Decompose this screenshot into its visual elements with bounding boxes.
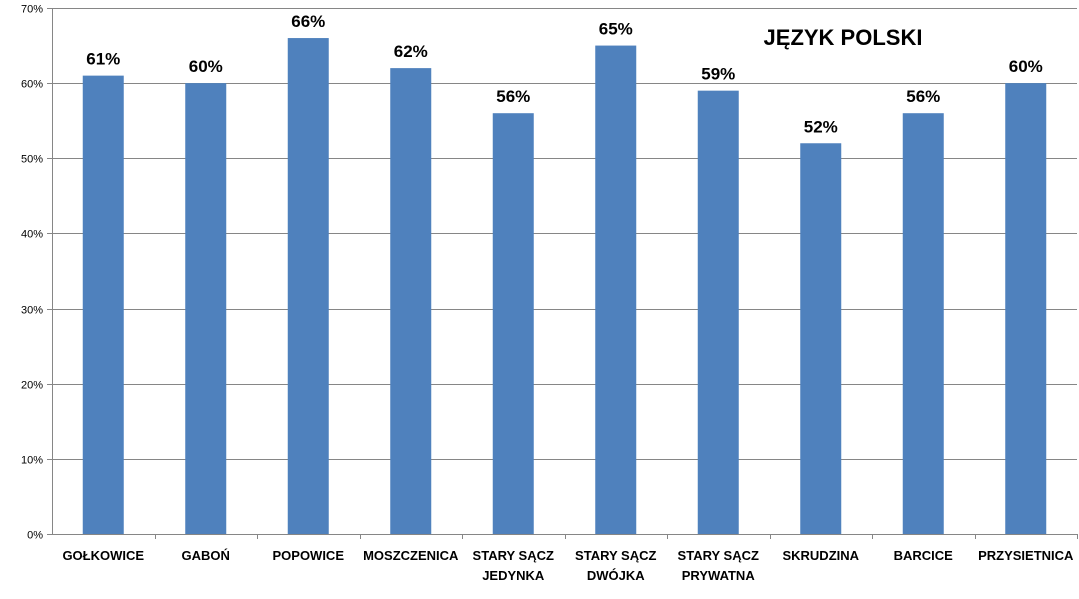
category-label: PRYWATNA [682, 568, 756, 583]
data-labels: 61% 60% 66% 62% 56% 65% 59% 52% 56% 60% [86, 12, 1043, 136]
data-label: 60% [189, 57, 223, 76]
y-tick-labels: 0% 10% 20% 30% 40% 50% 60% 70% [21, 4, 43, 542]
data-label: 61% [86, 50, 120, 69]
data-label: 66% [291, 12, 325, 31]
y-tick-label: 30% [21, 305, 43, 317]
category-label: POPOWICE [272, 548, 344, 563]
y-tick-label: 40% [21, 229, 43, 241]
category-label: BARCICE [894, 548, 954, 563]
data-label: 60% [1009, 57, 1043, 76]
bar [595, 45, 637, 534]
bar [492, 113, 534, 534]
category-label: GABOŃ [182, 548, 230, 563]
category-label: STARY SĄCZ [473, 548, 554, 563]
bar [697, 90, 739, 535]
y-tick-label: 70% [21, 4, 43, 16]
data-label: 62% [394, 42, 428, 61]
data-label: 56% [906, 87, 940, 106]
bar [800, 143, 842, 534]
chart-title: JĘZYK POLSKI [764, 25, 923, 50]
category-label: PRZYSIETNICA [978, 548, 1074, 563]
data-label: 56% [496, 87, 530, 106]
bar [287, 38, 329, 535]
y-tick-label: 60% [21, 79, 43, 91]
category-label: SKRUDZINA [782, 548, 859, 563]
category-labels: GOŁKOWICE GABOŃ POPOWICE MOSZCZENICA STARY S… [62, 548, 1074, 583]
category-label: GOŁKOWICE [62, 548, 144, 563]
bar [82, 75, 124, 534]
axes [52, 8, 1077, 535]
bar [390, 68, 432, 534]
bar [185, 83, 227, 535]
y-tick-label: 10% [21, 455, 43, 467]
bar [1005, 83, 1047, 535]
category-label: STARY SĄCZ [575, 548, 656, 563]
y-tick-label: 50% [21, 154, 43, 166]
category-label: DWÓJKA [587, 568, 645, 583]
category-label: JEDYNKA [482, 568, 545, 583]
data-label: 59% [701, 65, 735, 84]
data-label: 52% [804, 117, 838, 136]
data-label: 65% [599, 20, 633, 39]
bar [902, 113, 944, 534]
bars [82, 38, 1078, 539]
y-tick-label: 20% [21, 380, 43, 392]
y-tick-label: 0% [27, 530, 43, 542]
category-label: STARY SĄCZ [678, 548, 759, 563]
category-label: MOSZCZENICA [363, 548, 459, 563]
